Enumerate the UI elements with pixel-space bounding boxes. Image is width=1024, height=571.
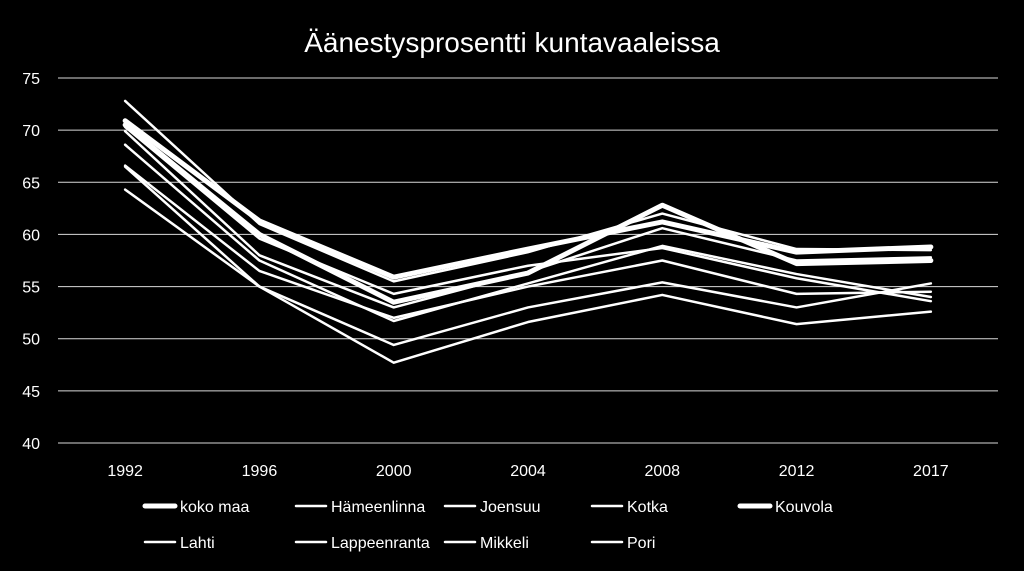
- x-tick-label: 2012: [779, 463, 815, 480]
- legend-label: Mikkeli: [480, 535, 529, 552]
- legend-item: Lahti: [143, 535, 215, 552]
- y-tick-label: 70: [22, 123, 40, 140]
- y-tick-label: 65: [22, 175, 40, 192]
- legend-label: Pori: [627, 535, 655, 552]
- legend-item: koko maa: [142, 499, 249, 516]
- legend: koko maa Hämeenlinna Joensuu Kotka Kouvola La…: [142, 499, 833, 552]
- legend-item: Kouvola: [737, 499, 833, 516]
- x-tick-label: 2000: [376, 463, 412, 480]
- legend-label: Lappeenranta: [331, 535, 430, 552]
- legend-item: Joensuu: [443, 499, 541, 516]
- series-lines: [122, 99, 934, 364]
- series-line-4: [123, 164, 933, 320]
- series-line-1: [122, 118, 934, 280]
- legend-item: Mikkeli: [443, 535, 529, 552]
- y-tick-label: 45: [22, 384, 40, 401]
- legend-label: Kouvola: [775, 499, 833, 516]
- x-tick-label: 2004: [510, 463, 546, 480]
- series-line-8: [123, 143, 933, 323]
- legend-item: Hämeenlinna: [294, 499, 425, 516]
- x-tick-label: 1996: [242, 463, 278, 480]
- series-line-2: [123, 99, 933, 283]
- y-tick-label: 75: [22, 71, 40, 88]
- legend-item: Lappeenranta: [294, 535, 430, 552]
- x-axis-ticks: 1992 1996 2000 2004 2008 2012 2017: [107, 463, 948, 480]
- chart-title: Äänestysprosentti kuntavaaleissa: [304, 27, 720, 58]
- y-axis-ticks: 40 45 50 55 60 65 70 75: [22, 71, 40, 453]
- series-line-3: [123, 125, 933, 303]
- y-tick-label: 55: [22, 280, 40, 297]
- legend-item: Kotka: [590, 499, 668, 516]
- legend-label: Lahti: [180, 535, 215, 552]
- y-tick-label: 40: [22, 436, 40, 453]
- legend-label: Hämeenlinna: [331, 499, 425, 516]
- series-line-7: [123, 129, 933, 309]
- legend-item: Pori: [590, 535, 655, 552]
- x-tick-label: 2008: [644, 463, 680, 480]
- legend-label: Joensuu: [480, 499, 541, 516]
- y-tick-label: 50: [22, 332, 40, 349]
- legend-label: koko maa: [180, 499, 249, 516]
- y-tick-label: 60: [22, 227, 40, 244]
- series-line-9: [123, 165, 933, 364]
- legend-label: Kotka: [627, 499, 668, 516]
- x-tick-label: 1992: [107, 463, 143, 480]
- x-tick-label: 2017: [913, 463, 949, 480]
